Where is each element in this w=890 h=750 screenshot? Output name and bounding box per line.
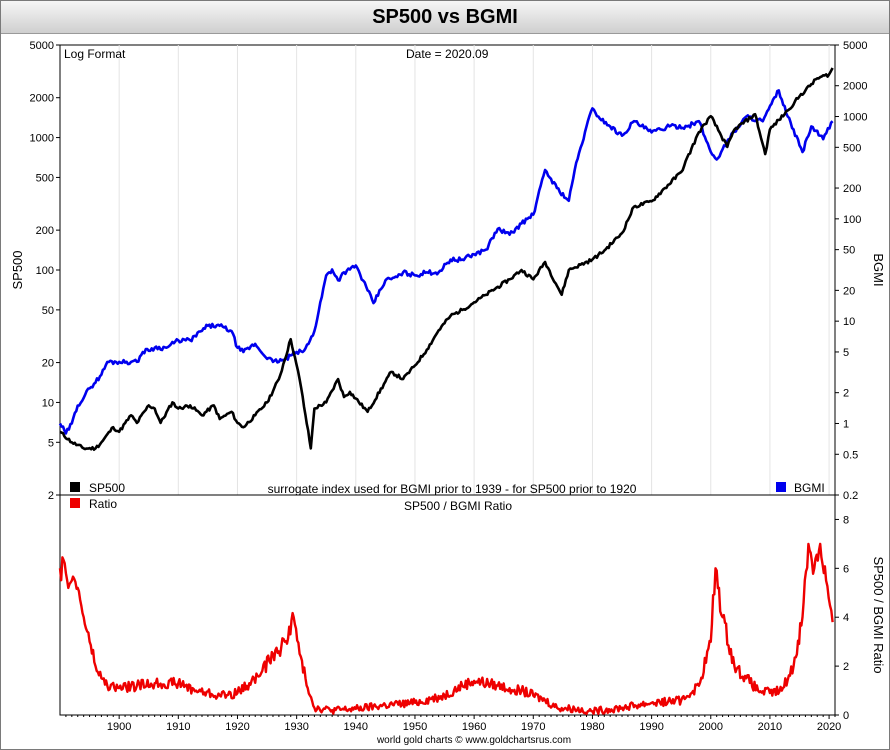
date-note: Date = 2020.09 [406,47,489,61]
x-tick-label: 2000 [699,721,723,733]
ratio-panel-title: SP500 / BGMI Ratio [404,499,512,513]
y2-tick-label: 500 [843,142,861,154]
y2-tick-label: 2000 [843,81,867,93]
y-tick-label: 5000 [30,40,54,52]
x-tick-label: 1950 [403,721,427,733]
ratio-tick-label: 4 [843,612,849,624]
y-tick-label: 50 [42,305,54,317]
y2-tick-label: 10 [843,316,855,328]
y-tick-label: 500 [36,172,54,184]
chart-title: SP500 vs BGMI [1,1,889,34]
log-format-note: Log Format [64,47,126,61]
y2-tick-label: 1 [843,418,849,430]
legend-ratio-label: Ratio [89,497,117,511]
ratio-series-line [58,542,834,715]
ratio-axis-label: SP500 / BGMI Ratio [871,556,886,673]
ratio-tick-label: 8 [843,514,849,526]
bgmi-axis-label: BGMI [871,253,886,286]
ratio-tick-label: 0 [843,710,849,722]
y-tick-label: 5 [48,437,54,449]
y-tick-label: 2 [48,490,54,502]
sp500-series-line [59,67,834,451]
x-tick-label: 1920 [225,721,249,733]
ratio-plot-frame [59,494,836,716]
legend-sp500-label: SP500 [89,481,125,495]
bgmi-series-line [58,89,834,435]
y-tick-label: 200 [36,225,54,237]
legend-ratio-swatch [70,498,80,508]
ratio-tick-label: 6 [843,563,849,575]
y2-tick-label: 100 [843,214,861,226]
x-tick-label: 2020 [817,721,841,733]
x-tick-label: 1980 [580,721,604,733]
y-tick-label: 20 [42,358,54,370]
footer-credit: world gold charts © www.goldchartsrus.co… [376,735,571,746]
y-tick-label: 100 [36,265,54,277]
y2-tick-label: 5 [843,347,849,359]
top-panel: 5000200010005002001005020105250002000100… [30,40,867,715]
x-tick-label: 1970 [521,721,545,733]
y-tick-label: 1000 [30,133,54,145]
x-tick-label: 1930 [284,721,308,733]
legend-sp500-swatch [70,482,80,492]
x-tick-label: 1960 [462,721,486,733]
legend-bgmi-label: BGMI [794,481,825,495]
top-plot-frame [59,44,836,496]
y2-tick-label: 2 [843,388,849,400]
y2-tick-label: 20 [843,285,855,297]
x-tick-label: 1940 [344,721,368,733]
x-tick-label: 1990 [639,721,663,733]
bottom-panel: 1900 1910 1920 1930 1940 1950 1960 1970 1980 1990… [58,494,849,733]
y-tick-label: 2000 [30,93,54,105]
x-tick-label: 1910 [166,721,190,733]
y2-tick-label: 200 [843,183,861,195]
ratio-tick-label: 2 [843,661,849,673]
legend-bgmi-swatch [776,482,786,492]
x-tick-label: 1900 [107,721,131,733]
y2-tick-label: 1000 [843,112,867,124]
sp500-axis-label: SP500 [10,250,25,289]
y2-tick-label: 50 [843,245,855,257]
y2-tick-label: 5000 [843,40,867,52]
y-tick-label: 10 [42,397,54,409]
x-tick-label: 2010 [758,721,782,733]
surrogate-note: surrogate index used for BGMI prior to 1… [268,482,637,496]
y2-tick-label: 0.2 [843,490,858,502]
y2-tick-label: 0.5 [843,449,858,461]
